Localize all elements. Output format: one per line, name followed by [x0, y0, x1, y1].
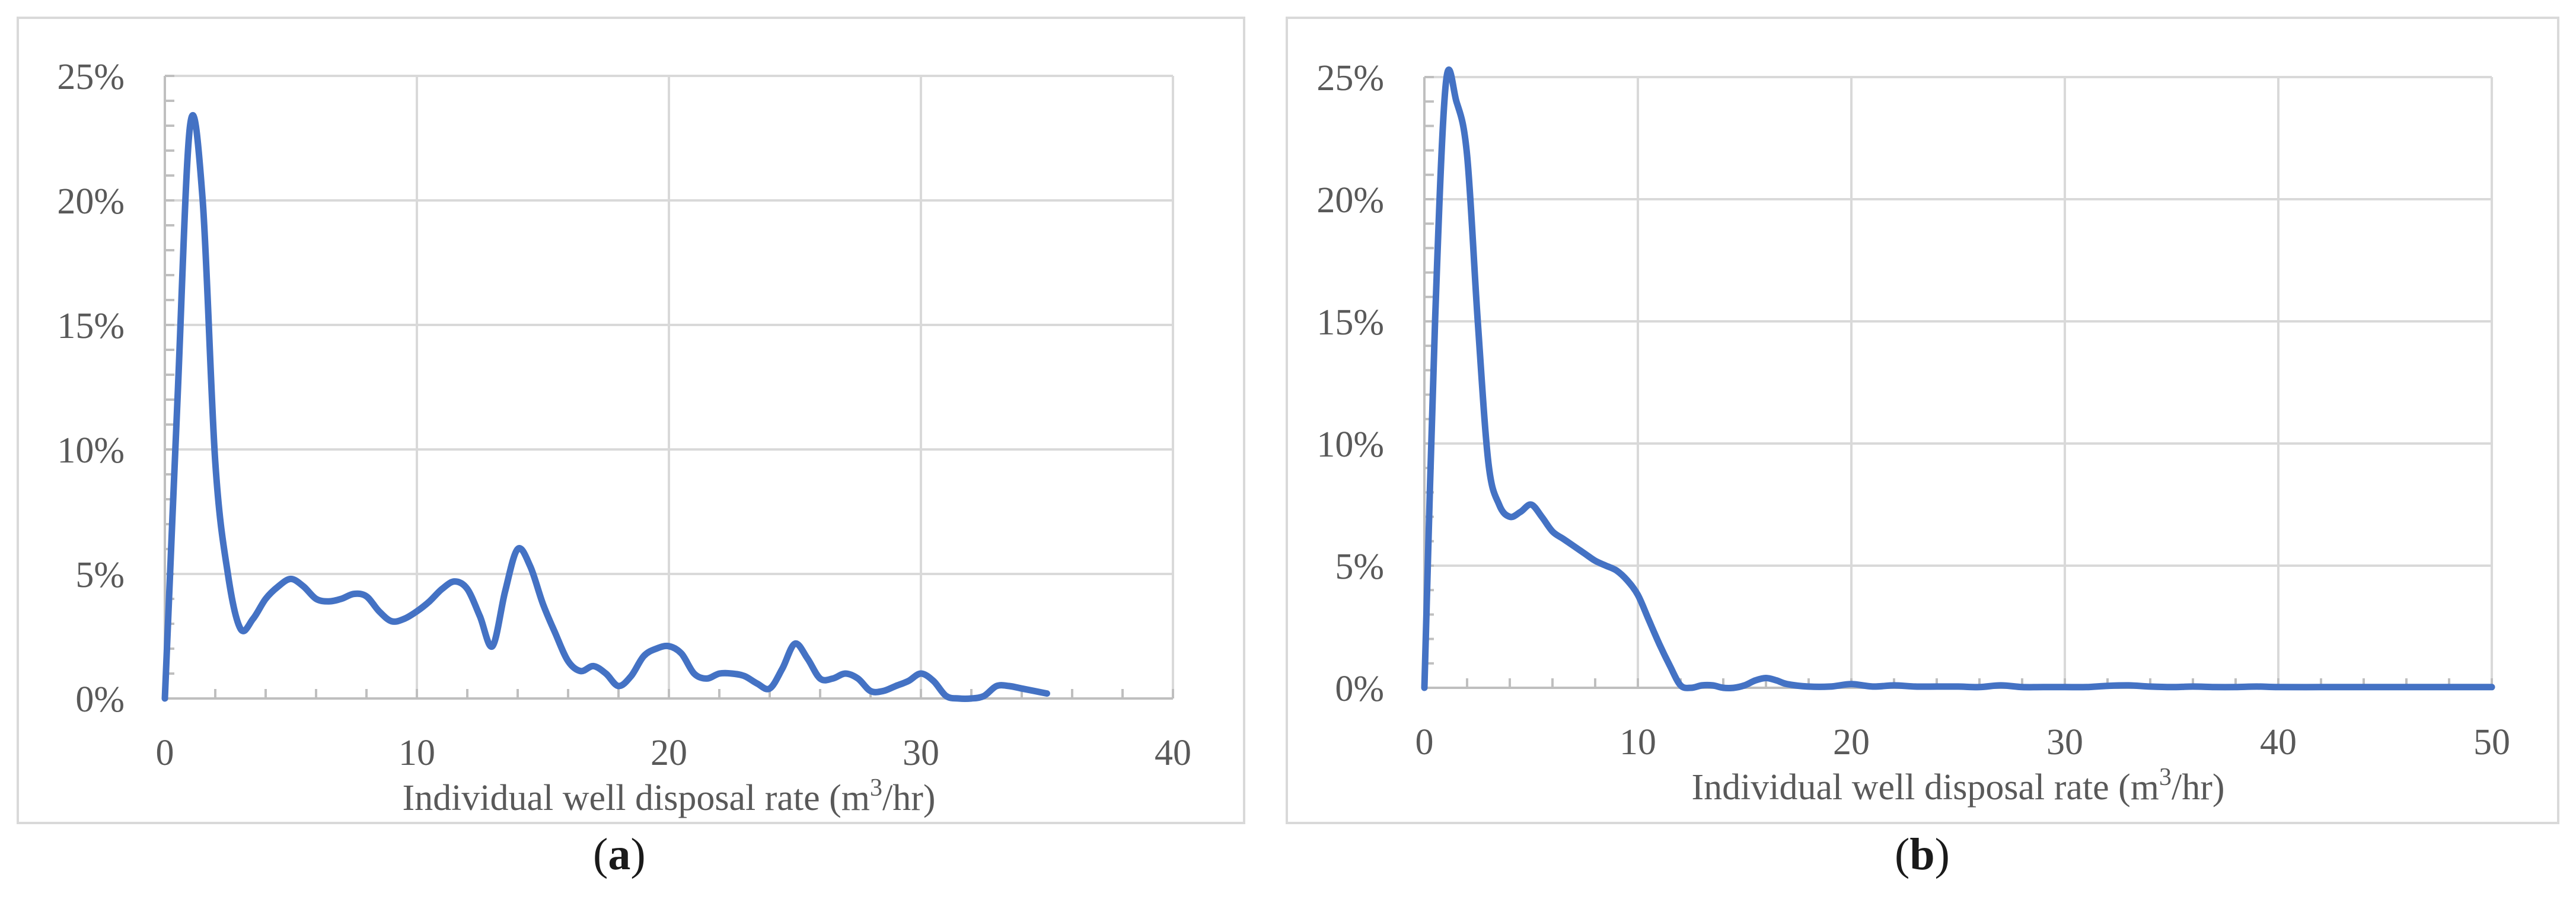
chart-a-x-tick-label: 20	[651, 733, 687, 773]
chart-b-svg: 0% 5% 10% 15% 20% 25% 0 10 20 30 40 50 Individual we…	[1316, 58, 2510, 808]
chart-b-y-tick-label: 15%	[1316, 302, 1384, 343]
caption-b-open: (	[1895, 830, 1910, 879]
caption-a: (a)	[593, 829, 646, 881]
chart-a-y-tick-label: 5%	[75, 555, 125, 595]
chart-a-x-axis-title: Individual well disposal rate (m3/hr)	[402, 774, 935, 818]
chart-a-y-tick-label: 25%	[57, 57, 125, 97]
caption-b-letter: b	[1909, 830, 1935, 879]
chart-b-x-tick-label: 10	[1619, 722, 1656, 763]
chart-b-x-tick-label: 20	[1833, 722, 1870, 763]
chart-b-y-tick-label: 20%	[1316, 180, 1384, 221]
chart-panel-b: 0% 5% 10% 15% 20% 25% 0 10 20 30 40 50 Individual we…	[1286, 17, 2559, 824]
chart-b-x-tick-label: 50	[2473, 722, 2510, 763]
chart-b-x-tick-label: 30	[2046, 722, 2083, 763]
chart-b-y-tick-label: 0%	[1335, 669, 1384, 709]
chart-b-x-tick-label: 40	[2260, 722, 2297, 763]
chart-a-y-tick-label: 10%	[57, 430, 125, 471]
caption-a-open: (	[593, 830, 608, 879]
chart-a-x-tick-label: 40	[1155, 733, 1191, 773]
chart-b-y-tick-label: 25%	[1316, 58, 1384, 98]
chart-b-x-tick-label: 0	[1415, 722, 1434, 763]
caption-b-close: )	[1934, 830, 1950, 879]
chart-a-series-line	[161, 112, 1050, 703]
chart-a-x-tick-label: 0	[156, 733, 174, 773]
chart-a-y-tick-label: 0%	[75, 679, 125, 720]
caption-a-letter: a	[608, 830, 631, 879]
chart-a-y-tick-label: 20%	[57, 181, 125, 222]
chart-a-x-tick-label: 10	[398, 733, 435, 773]
chart-b-series-line	[1421, 66, 2495, 692]
chart-b-y-tick-label: 5%	[1335, 547, 1384, 587]
caption-a-close: )	[630, 830, 646, 879]
chart-b-x-axis-title: Individual well disposal rate (m3/hr)	[1691, 764, 2224, 808]
chart-a-y-tick-label: 15%	[57, 306, 125, 346]
chart-panel-a: 0% 5% 10% 15% 20% 25% 0 10 20 30 40 Individual well…	[17, 17, 1245, 824]
caption-b: (b)	[1895, 829, 1950, 881]
chart-a-x-tick-label: 30	[903, 733, 939, 773]
chart-a-svg: 0% 5% 10% 15% 20% 25% 0 10 20 30 40 Individual well…	[57, 57, 1191, 818]
chart-b-y-tick-label: 10%	[1316, 425, 1384, 465]
